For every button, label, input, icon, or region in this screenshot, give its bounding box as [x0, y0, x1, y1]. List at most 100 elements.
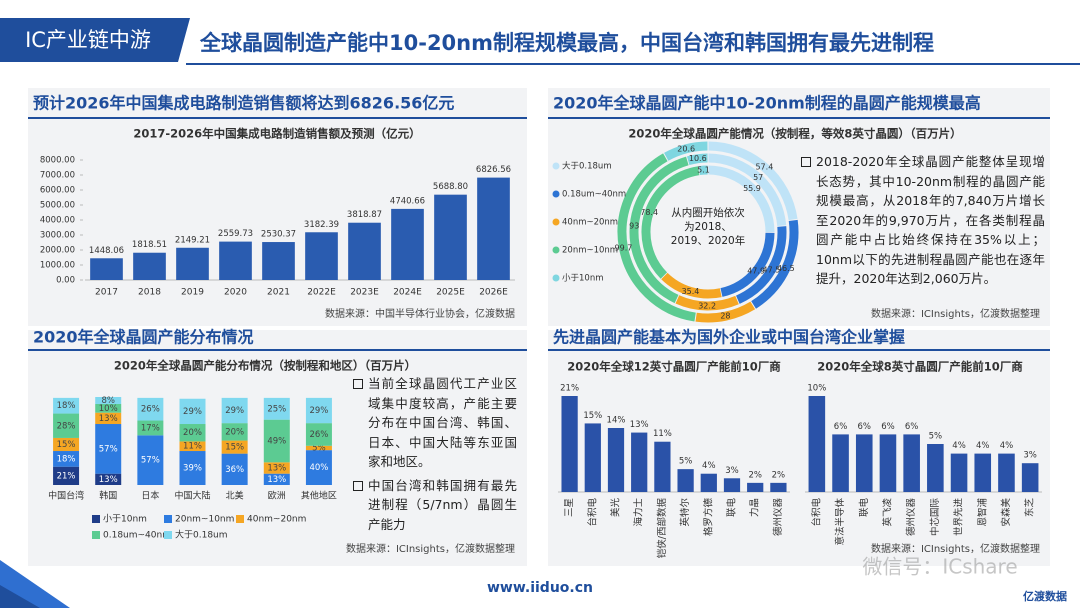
- donut-segment: [641, 166, 700, 279]
- value-label: 21%: [57, 471, 76, 481]
- header-tag: IC产业链中游: [25, 28, 151, 52]
- x-tick-label: 2024E: [393, 288, 422, 298]
- value-label: 5688.80: [433, 182, 468, 192]
- bar-segment: [179, 398, 206, 425]
- bar: [747, 482, 764, 492]
- panel-text: 当前全球晶圆代工产业区域集中度较高，产能主要分布在中国台湾、韩国、日本、中国大陆…: [352, 374, 517, 538]
- bar: [998, 453, 1015, 492]
- chart-title: 2020年全球晶圆产能分布情况（按制程和地区）（百万片）: [114, 359, 416, 373]
- bar: [950, 453, 968, 492]
- donut-segment: [735, 226, 787, 304]
- bar: [305, 232, 338, 280]
- donut-segment: [708, 153, 787, 227]
- bullet: 2018-2020年全球晶圆产能整体呈现增长态势，其中10-20nm制程的晶圆产…: [800, 152, 1045, 289]
- x-tick-label: 2018: [138, 288, 161, 298]
- value-label: 25%: [267, 404, 286, 414]
- legend-swatch: [164, 531, 172, 539]
- bar: [677, 469, 694, 492]
- x-tick-label: 中芯国际: [929, 498, 941, 537]
- bullet: 当前全球晶圆代工产业区域集中度较高，产能主要分布在中国台湾、韩国、日本、中国大陆…: [352, 374, 517, 472]
- bar: [974, 453, 992, 492]
- x-tick-label: 联电: [858, 498, 870, 518]
- value-label: 15%: [57, 440, 76, 450]
- x-tick-label: 美光: [610, 498, 622, 518]
- legend-label: 40nm~20nm: [247, 515, 306, 525]
- legend-label: 小于10nm: [103, 514, 147, 525]
- value-label: 2%: [772, 470, 786, 480]
- bar: [391, 208, 424, 280]
- bar: [770, 482, 787, 492]
- bar-segment: [221, 453, 248, 485]
- value-label: 28%: [57, 421, 76, 431]
- value-label: 3%: [1023, 451, 1037, 461]
- bar: [723, 478, 741, 492]
- legend-label: 20nm~10nm: [175, 515, 234, 525]
- value-label: 5%: [679, 457, 693, 467]
- value-label: 39%: [183, 464, 202, 474]
- value-label: 5%: [929, 432, 943, 442]
- bar-segment: [221, 397, 248, 424]
- bar-segment: [53, 451, 80, 467]
- bar: [434, 194, 467, 280]
- value-label: 40%: [309, 463, 328, 473]
- x-tick-label: 三星: [564, 498, 575, 517]
- donut-segment: [675, 295, 739, 311]
- bar-segment: [179, 451, 206, 485]
- bar-segment: [95, 473, 122, 485]
- value-label: 4%: [952, 441, 966, 451]
- segment-label: 46.5: [777, 264, 795, 273]
- bar-segment: [305, 445, 332, 451]
- legend-label: 小于10nm: [562, 273, 603, 284]
- donut-segment: [720, 232, 775, 297]
- value-label: 6%: [881, 422, 895, 432]
- donut-segment: [751, 219, 799, 309]
- segment-label: 57.4: [755, 163, 773, 172]
- bar-segment: [95, 397, 122, 404]
- value-label: 1818.51: [132, 240, 167, 250]
- value-label: 18%: [57, 401, 76, 411]
- legend-label: 40nm~20nm: [562, 218, 618, 228]
- bar: [700, 473, 717, 492]
- x-tick-label: 海力士: [633, 498, 645, 527]
- segment-label: 78.4: [640, 208, 658, 217]
- bar-segment: [179, 424, 206, 442]
- segment-label: 93: [629, 222, 639, 231]
- header-tag-box: [0, 18, 190, 62]
- y-tick-label: 8000.00: [40, 156, 75, 166]
- y-tick-label: 0.00: [56, 276, 75, 286]
- legend-swatch: [552, 246, 560, 254]
- value-label: 1448.06: [89, 246, 124, 256]
- bar-segment: [137, 420, 164, 436]
- panel-heading: 2020年全球晶圆产能分布情况: [33, 328, 254, 347]
- segment-label: 57: [753, 173, 763, 182]
- value-label: 6%: [858, 422, 872, 432]
- value-label: 10%: [807, 384, 826, 394]
- value-label: 36%: [225, 465, 244, 475]
- bar: [808, 396, 826, 492]
- y-tick-label: 1000.00: [40, 261, 75, 271]
- x-tick-label: 联电: [726, 498, 738, 518]
- source: 数据来源：ICInsights，亿渡数据整理: [871, 542, 1040, 555]
- chart-title: 2017-2026年中国集成电路制造销售额及预测（亿元）: [133, 127, 420, 141]
- x-tick-label: 欧洲: [268, 490, 286, 502]
- segment-label: 10.6: [689, 154, 707, 163]
- x-tick-label: 日本: [141, 490, 159, 502]
- legend-label: 0.18um~40nm: [562, 190, 626, 200]
- bar-segment: [137, 397, 164, 421]
- x-tick-label: 2023E: [350, 288, 379, 298]
- x-tick-label: 2017: [95, 288, 118, 298]
- value-label: 4740.66: [390, 196, 425, 206]
- legend-label: 大于0.18um: [175, 529, 228, 541]
- x-tick-label: 恩智浦: [976, 498, 988, 527]
- value-label: 20%: [225, 427, 244, 437]
- legend-swatch: [164, 515, 172, 523]
- value-label: 4%: [976, 441, 990, 451]
- value-label: 3182.39: [304, 220, 339, 230]
- x-tick-label: 2019: [181, 288, 204, 298]
- x-tick-label: 中国台湾: [48, 490, 84, 502]
- y-tick-label: 5000.00: [40, 201, 75, 211]
- bar-segment: [95, 403, 122, 413]
- bar: [219, 241, 252, 280]
